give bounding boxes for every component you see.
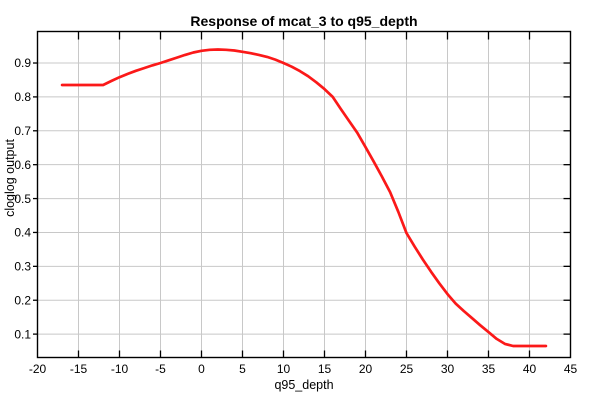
y-tick-label: 0.6	[14, 158, 31, 172]
y-tick-label: 0.7	[14, 124, 31, 138]
x-tick-labels: -20 -15 -10 -5 0 5 10 15 20 25 30 35 40 45	[29, 362, 578, 376]
x-tick-label: 30	[441, 362, 455, 376]
response-curve	[60, 48, 548, 348]
x-tick-label: 5	[239, 362, 246, 376]
y-tick-label: 0.8	[14, 90, 31, 104]
x-tick-label: 20	[359, 362, 373, 376]
axis-ticks	[33, 31, 571, 358]
y-tick-label: 0.3	[14, 260, 31, 274]
x-tick-label: -10	[111, 362, 129, 376]
y-tick-label: 0.2	[14, 293, 31, 307]
gridlines	[37, 31, 571, 358]
x-axis-label: q95_depth	[274, 378, 334, 392]
response-line	[60, 48, 548, 348]
x-tick-label: 15	[318, 362, 332, 376]
x-tick-label: -5	[155, 362, 166, 376]
x-tick-label: 35	[482, 362, 496, 376]
y-axis-label: cloglog output	[3, 139, 17, 217]
y-tick-label: 0.9	[14, 56, 31, 70]
plot-frame	[36, 30, 572, 359]
y-tick-labels: 0.1 0.2 0.3 0.4 0.5 0.6 0.7 0.8 0.9	[14, 56, 31, 341]
x-tick-label: 40	[523, 362, 537, 376]
x-tick-label: -15	[70, 362, 88, 376]
x-tick-label: 0	[198, 362, 205, 376]
y-tick-label: 0.5	[14, 192, 31, 206]
y-tick-label: 0.1	[14, 327, 31, 341]
x-tick-label: 10	[277, 362, 291, 376]
chart-title: Response of mcat_3 to q95_depth	[190, 13, 418, 29]
x-tick-label: 25	[400, 362, 414, 376]
x-tick-label: -20	[29, 362, 47, 376]
y-tick-label: 0.4	[14, 226, 31, 240]
plot-border	[36, 30, 572, 359]
x-tick-label: 45	[564, 362, 578, 376]
